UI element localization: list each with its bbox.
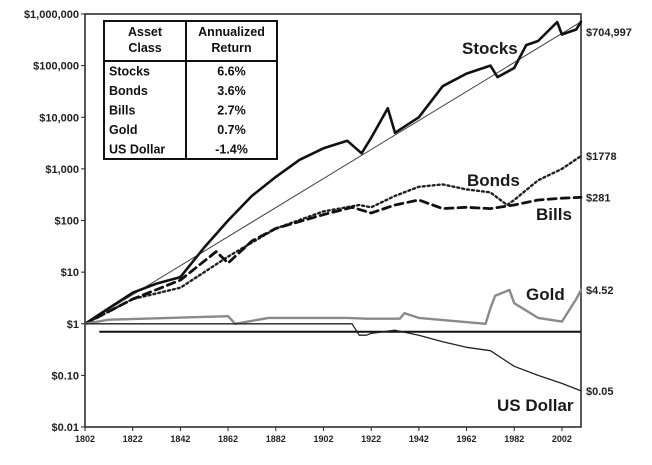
end-label-us-dollar: $0.05 xyxy=(586,386,614,398)
table-cell-class: Gold xyxy=(109,123,137,137)
x-tick-label: 1962 xyxy=(457,434,477,444)
table-header-asset-class: Asset Class xyxy=(128,25,163,55)
series-label-gold: Gold xyxy=(526,285,565,304)
x-tick-label: 1822 xyxy=(123,434,143,444)
table-cell-return: 6.6% xyxy=(217,64,246,78)
series-line-stocks xyxy=(83,20,583,326)
table-frame xyxy=(103,20,278,160)
series-labels: Stocks Bonds Bills Gold US Dollar xyxy=(462,39,574,415)
trend-line xyxy=(84,21,582,325)
y-tick-label: $10,000 xyxy=(39,112,79,124)
y-tick-label: $0.01 xyxy=(51,422,79,434)
plot-frame xyxy=(84,13,582,428)
series-lines xyxy=(83,20,583,392)
table-cell-return: 0.7% xyxy=(217,123,246,137)
series-label-bonds: Bonds xyxy=(467,171,520,190)
table-cell-class: Stocks xyxy=(109,64,150,78)
x-axis: 1802 1822 1842 1862 1882 1902 1922 1942 1962 1982… xyxy=(75,427,572,444)
end-label-gold: $4.52 xyxy=(586,285,614,297)
table-cell-class: Bonds xyxy=(109,84,148,98)
table-cell-return: -1.4% xyxy=(215,143,248,157)
series-label-stocks: Stocks xyxy=(462,39,518,58)
y-tick-label: $1,000 xyxy=(45,164,79,176)
series-line-bills xyxy=(83,195,583,326)
table-cell-class: US Dollar xyxy=(109,143,165,157)
y-tick-label: $0.10 xyxy=(51,370,79,382)
end-label-bills: $281 xyxy=(586,192,610,204)
table-header-annualized-return: Annualized Return xyxy=(198,25,265,55)
end-labels: $704,997 $1778 $281 $4.52 $0.05 xyxy=(586,27,632,398)
reference-lines xyxy=(84,21,582,333)
x-tick-label: 1842 xyxy=(170,434,190,444)
y-tick-label: $100 xyxy=(55,216,79,228)
x-tick-label: 1942 xyxy=(409,434,429,444)
table-cell-return: 2.7% xyxy=(217,104,246,118)
series-label-bills: Bills xyxy=(536,205,572,224)
y-tick-label: $100,000 xyxy=(33,61,79,73)
x-tick-label: 2002 xyxy=(552,434,572,444)
x-tick-label: 1902 xyxy=(313,434,333,444)
x-tick-label: 1882 xyxy=(266,434,286,444)
series-line-bonds xyxy=(83,154,583,325)
series-line-us-dollar xyxy=(84,323,582,392)
x-tick-label: 1922 xyxy=(361,434,381,444)
table-cell-return: 3.6% xyxy=(217,84,246,98)
x-tick-label: 1982 xyxy=(504,434,524,444)
returns-table: Asset Class Annualized Return Stocks 6.6% Bond… xyxy=(103,20,278,160)
y-tick-label: $1,000,000 xyxy=(24,9,79,21)
table-cell-class: Bills xyxy=(109,104,135,118)
x-tick-label: 1802 xyxy=(75,434,95,444)
series-label-us-dollar: US Dollar xyxy=(497,396,574,415)
x-tick-label: 1862 xyxy=(218,434,238,444)
end-label-bonds: $1778 xyxy=(586,151,617,163)
end-label-stocks: $704,997 xyxy=(586,27,632,39)
y-tick-label: $1 xyxy=(67,319,79,331)
y-tick-label: $10 xyxy=(61,267,79,279)
y-axis: $1,000,000 $100,000 $10,000 $1,000 $100 $10 $1… xyxy=(24,9,85,434)
